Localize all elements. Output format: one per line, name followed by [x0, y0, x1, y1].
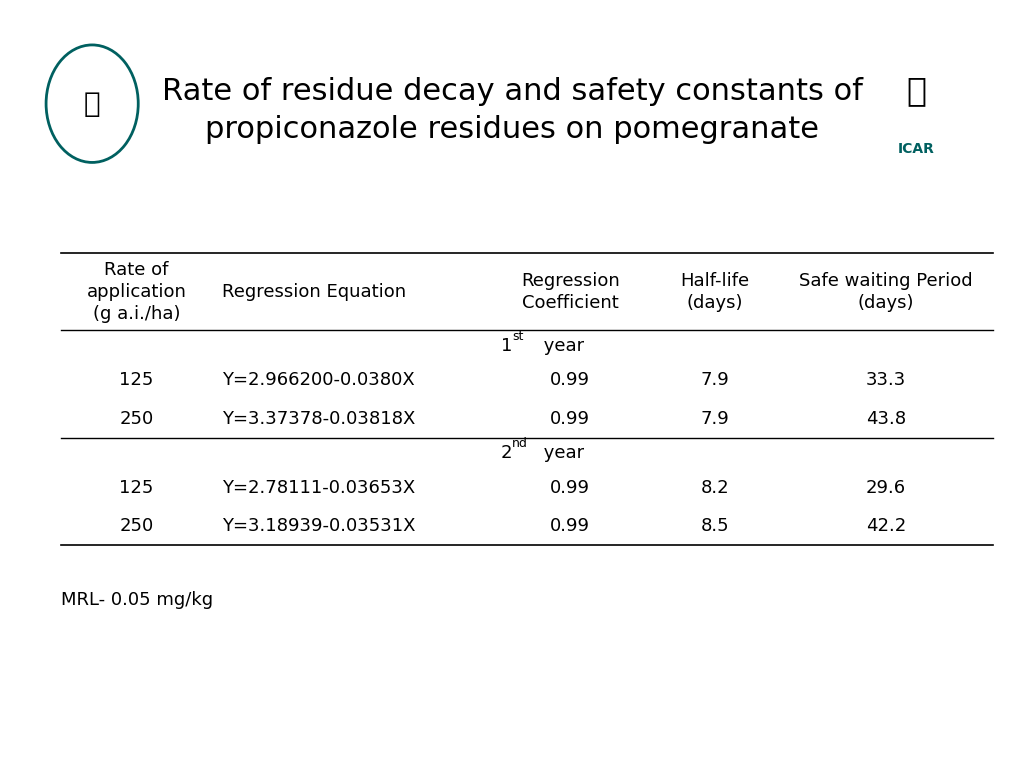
Text: Regression
Coefficient: Regression Coefficient	[521, 272, 620, 312]
Text: 0.99: 0.99	[550, 517, 590, 535]
Text: Safe waiting Period
(days): Safe waiting Period (days)	[800, 272, 973, 312]
Text: Regression Equation: Regression Equation	[221, 283, 406, 301]
Text: 🌿: 🌿	[84, 90, 100, 118]
Text: 0.99: 0.99	[550, 409, 590, 428]
Text: Half-life
(days): Half-life (days)	[680, 272, 750, 312]
Text: 7.9: 7.9	[700, 409, 729, 428]
Text: 250: 250	[119, 517, 154, 535]
Text: 1: 1	[501, 336, 512, 355]
Text: Y=3.37378-0.03818X: Y=3.37378-0.03818X	[221, 409, 415, 428]
Text: 8.5: 8.5	[700, 517, 729, 535]
Text: 125: 125	[119, 478, 154, 497]
Text: Y=2.78111-0.03653X: Y=2.78111-0.03653X	[221, 478, 415, 497]
Text: year: year	[538, 336, 584, 355]
Text: Y=3.18939-0.03531X: Y=3.18939-0.03531X	[221, 517, 415, 535]
Text: 29.6: 29.6	[866, 478, 906, 497]
Text: 7.9: 7.9	[700, 371, 729, 389]
Text: nd: nd	[512, 438, 528, 450]
Text: 43.8: 43.8	[866, 409, 906, 428]
Text: year: year	[538, 444, 584, 462]
Text: 250: 250	[119, 409, 154, 428]
Text: Y=2.966200-0.0380X: Y=2.966200-0.0380X	[221, 371, 415, 389]
Text: 42.2: 42.2	[866, 517, 906, 535]
Text: Rate of residue decay and safety constants of
propiconazole residues on pomegran: Rate of residue decay and safety constan…	[162, 77, 862, 144]
Text: 33.3: 33.3	[866, 371, 906, 389]
Text: 2: 2	[501, 444, 512, 462]
Text: 0.99: 0.99	[550, 371, 590, 389]
Text: 8.2: 8.2	[700, 478, 729, 497]
Text: MRL- 0.05 mg/kg: MRL- 0.05 mg/kg	[61, 591, 214, 609]
Text: 🌾: 🌾	[906, 74, 927, 107]
Text: ICAR: ICAR	[898, 142, 935, 156]
Text: 0.99: 0.99	[550, 478, 590, 497]
Text: st: st	[512, 330, 523, 343]
Text: 125: 125	[119, 371, 154, 389]
Text: Rate of
application
(g a.i./ha): Rate of application (g a.i./ha)	[86, 260, 186, 323]
